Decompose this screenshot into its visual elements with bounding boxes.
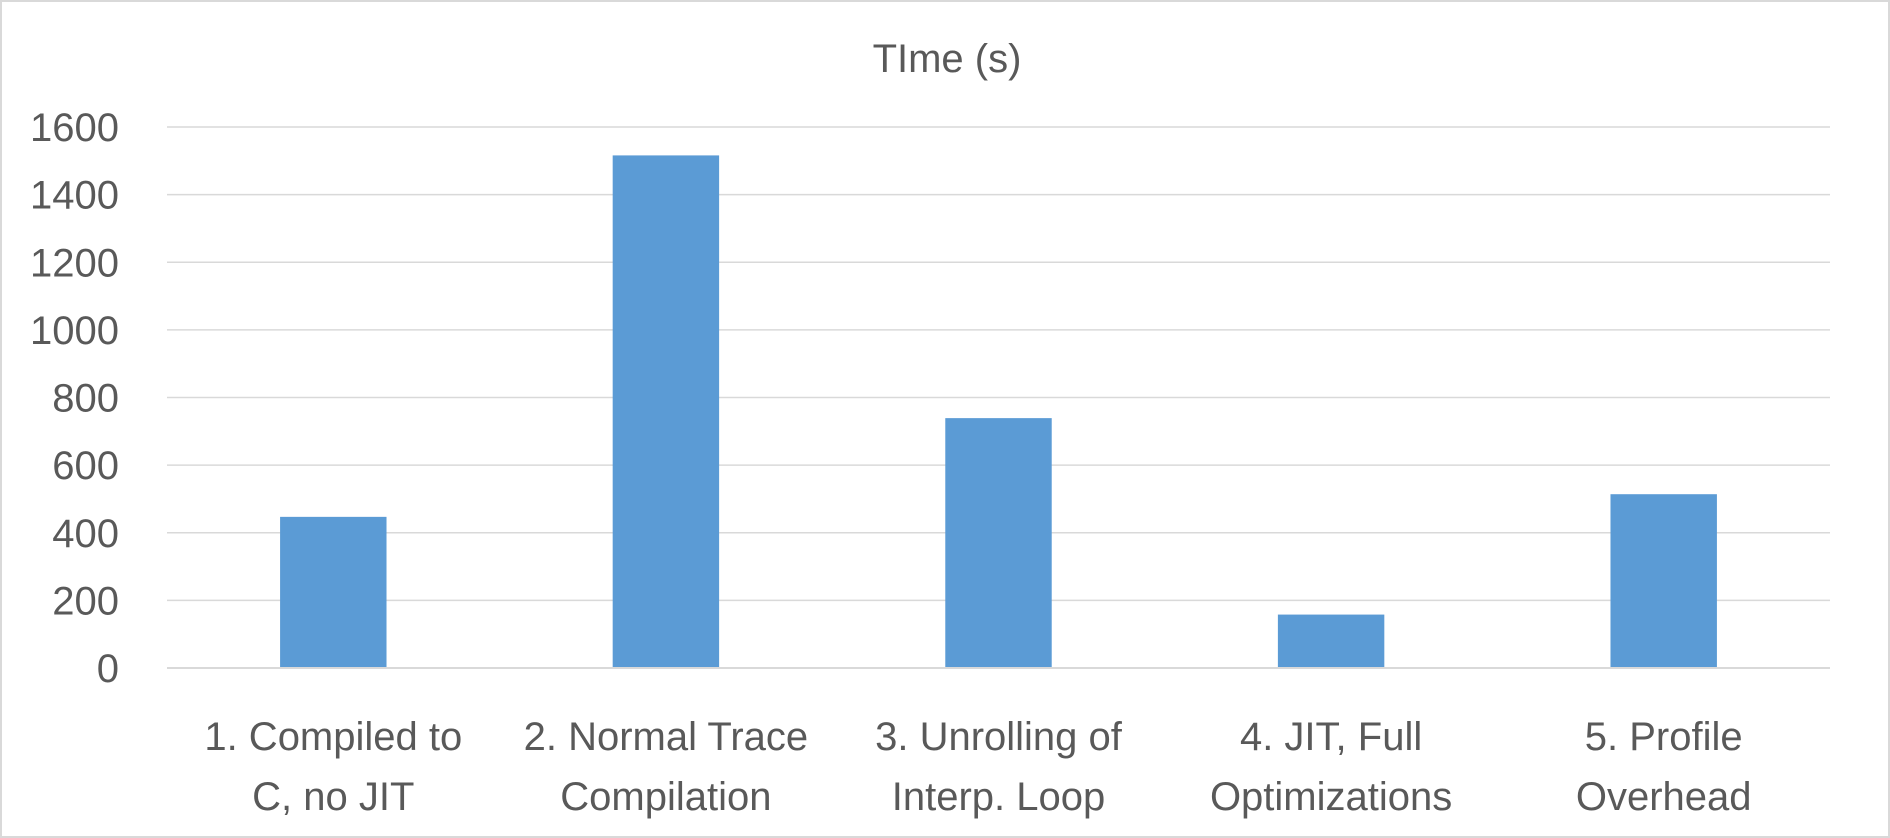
x-category-label: 2. Normal Trace Compilation: [524, 715, 809, 819]
y-tick-label: 800: [52, 377, 119, 421]
y-tick-label: 0: [97, 647, 119, 691]
y-tick-label: 600: [52, 444, 119, 488]
bar-4: [1277, 614, 1385, 668]
x-category-label-line: 5. Profile: [1585, 715, 1743, 759]
x-category-label: 1. Compiled to C, no JIT: [204, 715, 462, 819]
x-category-label-line: Optimizations: [1210, 775, 1452, 819]
x-category-label: 3. Unrolling of Interp. Loop: [875, 715, 1123, 819]
bar-5: [1610, 494, 1717, 668]
chart-title: TIme (s): [873, 37, 1022, 81]
x-category-label-line: 4. JIT, Full: [1240, 715, 1422, 759]
y-axis-tick-labels: 0 200 400 600 800 1000 1200 1400 1600: [30, 106, 119, 691]
bar-1: [280, 516, 387, 668]
bar-2: [612, 155, 720, 669]
bar-3: [945, 418, 1052, 668]
y-tick-label: 1200: [30, 241, 119, 285]
y-tick-label: 400: [52, 512, 119, 556]
y-tick-label: 1600: [30, 106, 119, 150]
x-category-label-line: Overhead: [1576, 775, 1752, 819]
x-category-label-line: 1. Compiled to: [204, 715, 462, 759]
x-axis-category-labels: 1. Compiled to C, no JIT 2. Normal Trace Co…: [204, 715, 1751, 819]
x-category-label: 4. JIT, Full Optimizations: [1210, 715, 1452, 819]
y-tick-label: 200: [52, 579, 119, 623]
x-category-label-line: Compilation: [560, 775, 771, 819]
y-tick-label: 1400: [30, 174, 119, 218]
y-tick-label: 1000: [30, 309, 119, 353]
x-category-label: 5. Profile Overhead: [1576, 715, 1752, 819]
bars: [280, 155, 1717, 669]
x-category-label-line: C, no JIT: [252, 775, 414, 819]
x-category-label-line: 3. Unrolling of: [875, 715, 1123, 759]
x-category-label-line: Interp. Loop: [892, 775, 1106, 819]
x-category-label-line: 2. Normal Trace: [524, 715, 809, 759]
